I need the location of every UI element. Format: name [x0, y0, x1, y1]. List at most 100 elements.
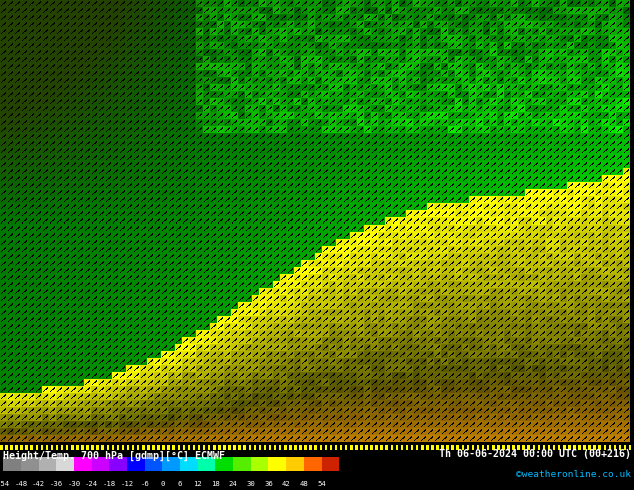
- Bar: [578, 445, 581, 450]
- Text: 0: 0: [160, 481, 165, 487]
- Bar: [342, 445, 345, 450]
- Bar: [91, 445, 94, 450]
- Bar: [302, 445, 304, 450]
- Bar: [28, 445, 30, 450]
- Text: Height/Temp. 700 hPa [gdmp][°C] ECMWF: Height/Temp. 700 hPa [gdmp][°C] ECMWF: [3, 451, 225, 461]
- Bar: [330, 445, 332, 450]
- Bar: [571, 445, 573, 450]
- Bar: [454, 445, 456, 450]
- Bar: [198, 457, 216, 471]
- Bar: [53, 445, 56, 450]
- Bar: [426, 445, 429, 450]
- Bar: [345, 445, 347, 450]
- Bar: [299, 445, 302, 450]
- Bar: [596, 445, 598, 450]
- Bar: [226, 445, 228, 450]
- Bar: [449, 445, 451, 450]
- Bar: [522, 445, 525, 450]
- Bar: [8, 445, 10, 450]
- Bar: [36, 445, 38, 450]
- Bar: [188, 445, 190, 450]
- Text: Th 06-06-2024 00:00 UTC (00+216): Th 06-06-2024 00:00 UTC (00+216): [439, 449, 631, 459]
- Bar: [5, 445, 8, 450]
- Bar: [403, 445, 406, 450]
- Bar: [391, 445, 393, 450]
- Bar: [74, 445, 76, 450]
- Bar: [441, 445, 444, 450]
- Text: 18: 18: [211, 481, 220, 487]
- Bar: [548, 445, 550, 450]
- Bar: [472, 445, 474, 450]
- Text: 30: 30: [247, 481, 255, 487]
- Text: -18: -18: [103, 481, 116, 487]
- Bar: [79, 445, 81, 450]
- Bar: [289, 445, 292, 450]
- Bar: [314, 445, 317, 450]
- Bar: [157, 445, 160, 450]
- Bar: [431, 445, 434, 450]
- Bar: [304, 457, 321, 471]
- Text: -54: -54: [0, 481, 10, 487]
- Bar: [601, 445, 604, 450]
- Bar: [576, 445, 578, 450]
- Bar: [46, 445, 48, 450]
- Bar: [124, 445, 127, 450]
- Bar: [21, 457, 39, 471]
- Bar: [312, 445, 314, 450]
- Bar: [251, 457, 268, 471]
- Bar: [332, 445, 335, 450]
- Bar: [18, 445, 20, 450]
- Bar: [388, 445, 391, 450]
- Text: -48: -48: [15, 481, 27, 487]
- Bar: [619, 445, 621, 450]
- Text: 48: 48: [299, 481, 308, 487]
- Bar: [76, 445, 79, 450]
- Bar: [456, 445, 459, 450]
- Bar: [216, 457, 233, 471]
- Bar: [360, 445, 363, 450]
- Bar: [203, 445, 205, 450]
- Bar: [489, 445, 492, 450]
- Bar: [340, 445, 342, 450]
- Bar: [353, 445, 355, 450]
- Bar: [434, 445, 436, 450]
- Bar: [335, 445, 337, 450]
- Bar: [500, 445, 502, 450]
- Bar: [538, 445, 540, 450]
- Bar: [129, 445, 132, 450]
- Bar: [621, 445, 624, 450]
- Bar: [469, 445, 472, 450]
- Bar: [444, 445, 446, 450]
- Bar: [533, 445, 535, 450]
- Bar: [418, 445, 421, 450]
- Bar: [132, 445, 134, 450]
- Bar: [609, 445, 611, 450]
- Bar: [629, 445, 631, 450]
- Bar: [606, 445, 609, 450]
- Bar: [271, 445, 274, 450]
- Bar: [3, 445, 5, 450]
- Bar: [512, 445, 515, 450]
- Bar: [520, 445, 522, 450]
- Bar: [259, 445, 261, 450]
- Bar: [13, 445, 15, 450]
- Bar: [502, 445, 505, 450]
- Bar: [254, 445, 256, 450]
- Bar: [200, 445, 203, 450]
- Bar: [424, 445, 426, 450]
- Bar: [261, 445, 264, 450]
- Bar: [495, 445, 497, 450]
- Bar: [413, 445, 416, 450]
- Bar: [117, 445, 119, 450]
- Bar: [68, 445, 71, 450]
- Bar: [462, 445, 464, 450]
- Bar: [84, 445, 86, 450]
- Bar: [284, 445, 287, 450]
- Bar: [451, 445, 454, 450]
- Bar: [122, 445, 124, 450]
- Bar: [56, 457, 74, 471]
- Bar: [172, 445, 175, 450]
- Bar: [223, 445, 226, 450]
- Bar: [464, 445, 467, 450]
- Bar: [383, 445, 385, 450]
